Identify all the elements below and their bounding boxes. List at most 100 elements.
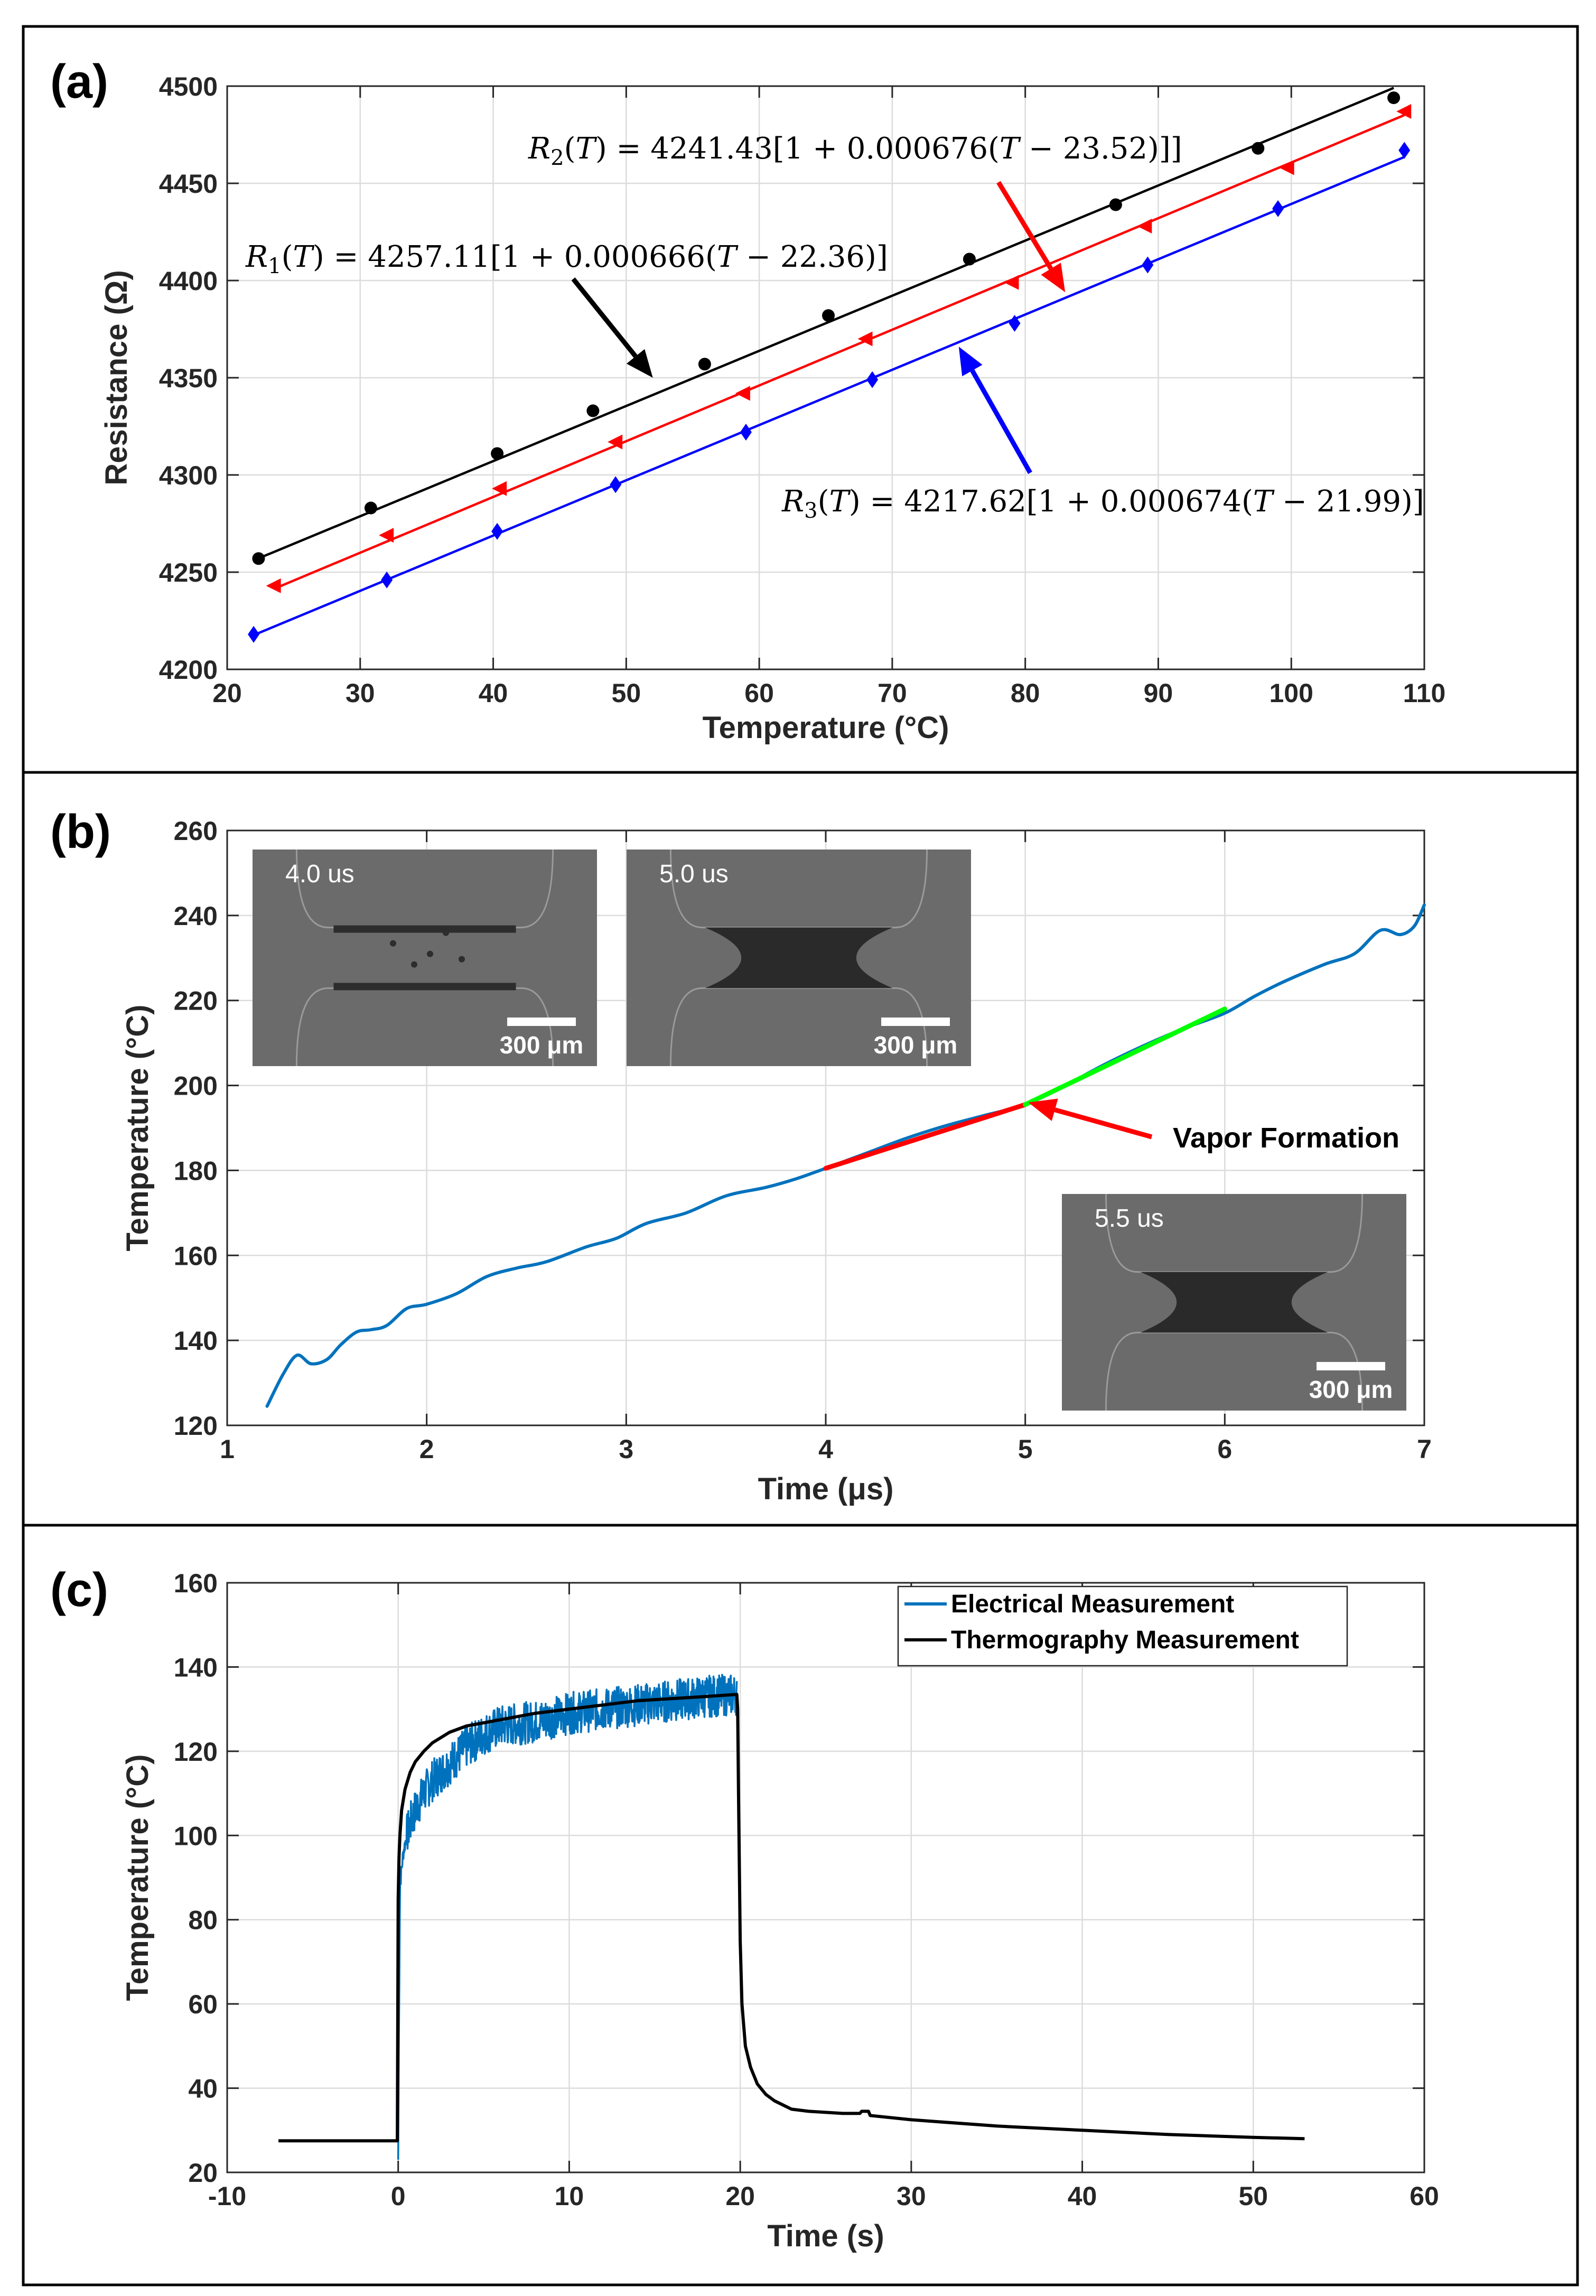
data-point-r1 <box>698 358 711 371</box>
x-tick-label: 30 <box>897 2181 926 2211</box>
equation-r3: R3(T) = 4217.62[1 + 0.000674(T − 21.99)] <box>781 484 1424 523</box>
data-point-r1 <box>364 501 377 515</box>
panel-a-label: (a) <box>50 55 108 108</box>
vapor-region <box>1140 1272 1328 1333</box>
x-tick-label: 5 <box>1018 1434 1033 1464</box>
inset-time-label: 4.0 us <box>285 860 354 888</box>
x-tick-label: 10 <box>555 2181 584 2211</box>
arrow-r2-head <box>1041 263 1066 293</box>
arrow-r1-head <box>626 349 653 378</box>
scale-bar-label: 300 μm <box>874 1031 958 1059</box>
fit-line-1 <box>258 87 1394 559</box>
x-tick-label: 1 <box>220 1434 235 1464</box>
data-point-r2 <box>266 578 281 593</box>
x-tick-label: 30 <box>346 678 375 708</box>
legend: Electrical Measurement Thermography Measu… <box>897 1585 1348 1667</box>
bubble-dot <box>443 929 449 936</box>
data-point-r1 <box>1387 91 1401 105</box>
micrograph-inset: 5.0 us 300 μm <box>627 849 971 1067</box>
data-point-r3 <box>1009 314 1021 332</box>
y-tick-label: 260 <box>174 816 218 846</box>
y-tick-label: 160 <box>174 1241 218 1271</box>
equation-part: ( <box>282 240 293 274</box>
equation-part: T <box>717 240 739 274</box>
equation-part: ) = 4241.43[1 + 0.000676( <box>595 132 1000 166</box>
data-point-r2 <box>1137 218 1152 234</box>
x-tick-label: 20 <box>725 2181 755 2211</box>
panel-c-label: (c) <box>50 1564 108 1617</box>
vapor-deposit <box>333 983 516 991</box>
x-tick-label: 40 <box>479 678 508 708</box>
y-tick-label: 140 <box>174 1653 218 1682</box>
chart-b: 1 2 3 4 5 6 7 120 140 160 180 200 220 240 260 Time (μs)… <box>120 816 1432 1506</box>
x-tick-label: 50 <box>1238 2181 1268 2211</box>
y-tick-label: 80 <box>188 1906 218 1935</box>
panel-b-label: (b) <box>50 806 111 858</box>
equation-part: T <box>293 240 314 274</box>
scale-bar <box>881 1018 950 1026</box>
data-point-r1 <box>586 404 600 417</box>
data-point-r3 <box>1142 256 1154 274</box>
fit-line-2 <box>273 114 1405 590</box>
x-tick-label: 60 <box>1410 2181 1439 2211</box>
equation-part: T <box>1000 132 1021 166</box>
y-axis-label: Temperature (°C) <box>120 1754 155 2001</box>
x-tick-label: -10 <box>208 2181 246 2211</box>
y-tick-label: 4250 <box>159 558 218 587</box>
equation-part: 3 <box>804 499 817 523</box>
micrograph-inset: 4.0 us 300 μm <box>253 849 597 1067</box>
y-tick-label: 40 <box>188 2074 218 2104</box>
data-point-r1 <box>491 447 504 460</box>
scale-bar-label: 300 μm <box>500 1031 584 1059</box>
data-point-r3 <box>1272 200 1284 217</box>
equation-part: − 23.52)]] <box>1019 132 1182 166</box>
data-point-r2 <box>1004 275 1019 290</box>
arrow-r3-head <box>958 347 983 377</box>
equation-part: ( <box>818 484 829 519</box>
bubble-dot <box>390 940 396 947</box>
scale-bar-label: 300 μm <box>1309 1376 1393 1403</box>
vapor-arrow-head <box>1028 1098 1058 1121</box>
x-tick-label: 40 <box>1068 2181 1097 2211</box>
inset-time-label: 5.0 us <box>659 860 729 888</box>
inset-time-label: 5.5 us <box>1095 1205 1164 1233</box>
x-tick-label: 4 <box>818 1434 833 1464</box>
data-point-r3 <box>610 476 622 493</box>
x-tick-label: 7 <box>1417 1434 1432 1464</box>
data-point-r3 <box>1398 142 1411 159</box>
vapor-deposit <box>333 925 516 933</box>
equation-part: ) = 4217.62[1 + 0.000674( <box>849 484 1253 519</box>
y-tick-label: 240 <box>174 901 218 931</box>
vapor-formation-label: Vapor Formation <box>1173 1122 1399 1154</box>
y-tick-label: 4450 <box>159 169 218 199</box>
scale-bar <box>507 1018 576 1026</box>
data-point-r2 <box>1279 160 1294 175</box>
equation-part: 1 <box>268 254 281 278</box>
x-tick-label: 0 <box>391 2181 406 2211</box>
data-point-r3 <box>740 424 752 441</box>
panel-c-frame <box>22 1524 1579 2286</box>
data-point-r3 <box>866 371 879 388</box>
arrow-r3-shaft <box>970 369 1032 474</box>
data-point-r1 <box>1252 142 1265 155</box>
data-point-r2 <box>379 528 394 543</box>
x-tick-label: 90 <box>1144 678 1173 708</box>
x-tick-label: 100 <box>1270 678 1313 708</box>
x-axis-label: Time (μs) <box>758 1472 894 1506</box>
data-point-r2 <box>857 331 873 347</box>
legend-entry-label: Electrical Measurement <box>951 1590 1234 1618</box>
x-tick-label: 60 <box>744 678 774 708</box>
y-axis-label: Resistance (Ω) <box>99 270 134 486</box>
plot-area <box>227 1583 1424 2172</box>
y-tick-label: 4350 <box>159 363 218 393</box>
equation-part: R <box>528 132 550 166</box>
equation-part: R <box>781 484 804 519</box>
y-tick-label: 120 <box>174 1737 218 1767</box>
plot-border <box>226 1582 1425 2173</box>
data-point-r1 <box>252 552 265 565</box>
x-tick-label: 2 <box>419 1434 434 1464</box>
equation-part: T <box>1253 484 1275 519</box>
chart-a: 20 30 40 50 60 70 80 90 100 110 4200 4250 4300 4350 44… <box>99 72 1445 745</box>
bubble-dot <box>427 950 433 957</box>
